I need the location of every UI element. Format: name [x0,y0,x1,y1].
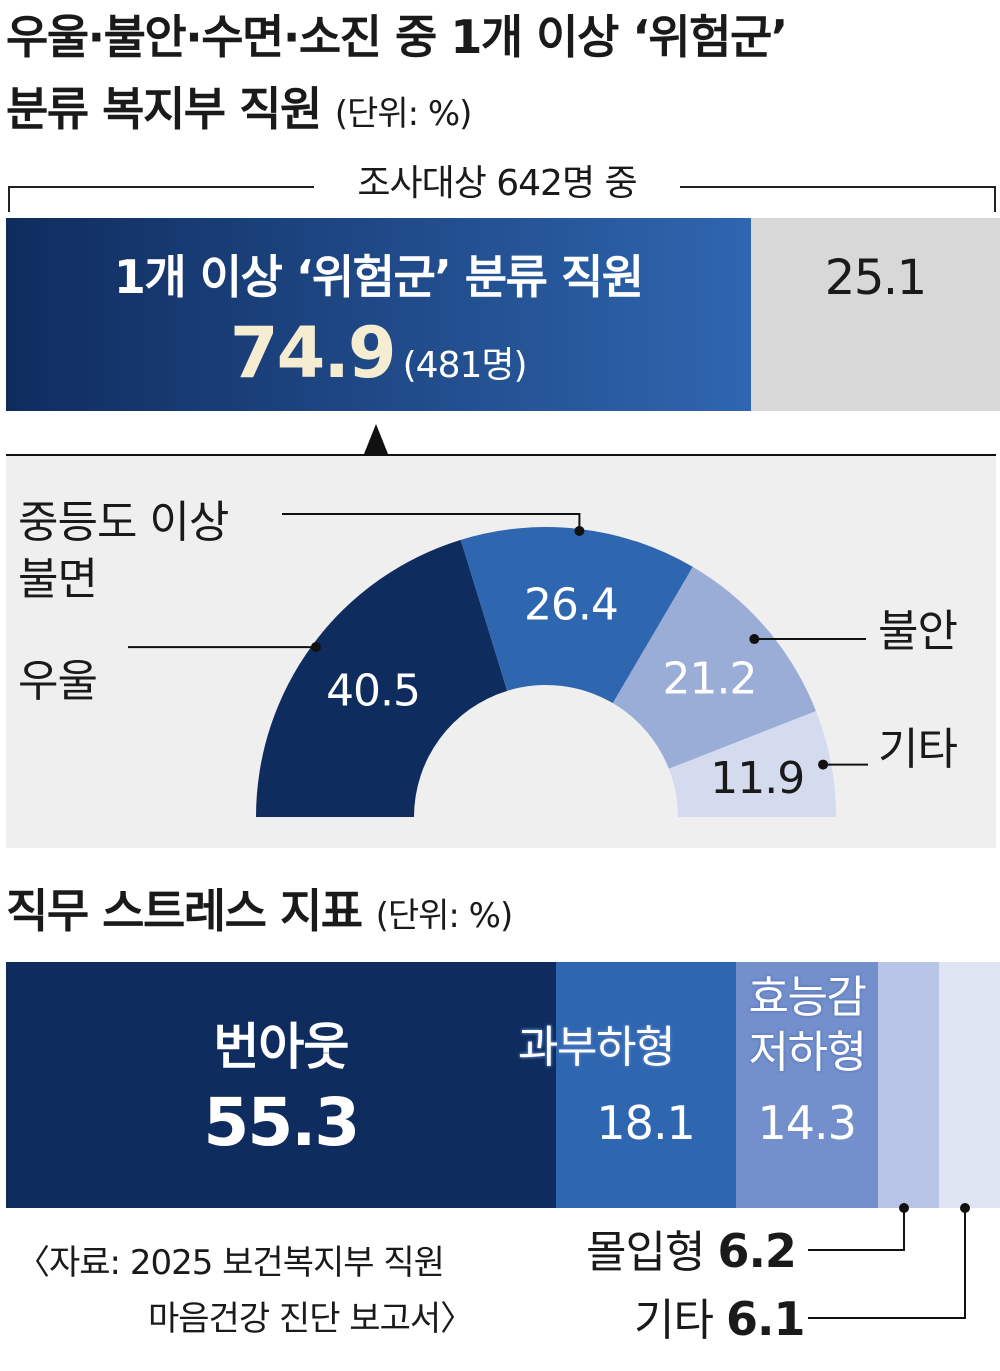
unit-label-1: (단위: %) [334,94,473,134]
segment-other-2 [939,962,1000,1208]
stress-title: 직무 스트레스 지표 (단위: %) [6,888,514,936]
segment-immersion [877,962,940,1208]
pointer-triangle [364,424,388,454]
label-insomnia-line2: 불면 [18,554,98,606]
efficacy-label-line2: 저하형 [748,1027,867,1078]
overload-label: 과부하형 [518,1022,675,1073]
main-title-line1: 우울·불안·수면·소진 중 1개 이상 ‘위험군’ [6,10,788,64]
risk-group-value-row: 74.9 (481명) [6,318,751,388]
other-2-row: 기타 6.1 [634,1295,805,1346]
unit-label-2: (단위: %) [375,896,514,936]
burnout-value: 55.3 [203,1084,360,1161]
label-insomnia-line1: 중등도 이상 [18,497,229,548]
segment-burnout [6,962,557,1208]
main-title-line2: 분류 복지부 직원 (단위: %) [6,86,473,134]
risk-group-segment: 1개 이상 ‘위험군’ 분류 직원 74.9 (481명) [6,218,751,411]
overload-value: 18.1 [596,1096,695,1150]
risk-group-label: 1개 이상 ‘위험군’ 분류 직원 [113,250,644,304]
divider-line [6,454,996,457]
immersion-row: 몰입형 6.2 [586,1227,797,1278]
label-anxiety: 불안 [878,606,958,657]
risk-group-value: 74.9 [229,312,397,394]
source-line2: 마음건강 진단 보고서〉 [148,1299,474,1339]
main-title-line2-text: 분류 복지부 직원 [6,82,322,136]
label-insomnia: 중등도 이상 불면 [18,494,229,608]
stress-title-text: 직무 스트레스 지표 [6,884,363,938]
immersion-label: 몰입형 [586,1227,705,1278]
segment-efficacy [735,962,879,1208]
other-2-callout [808,1208,966,1319]
efficacy-value: 14.3 [757,1096,856,1150]
source-line1: 〈자료: 2025 보건복지부 직원 [16,1243,445,1283]
stress-bar [6,962,1000,1208]
other-2-value: 6.1 [725,1292,805,1346]
label-depression: 우울 [18,656,98,707]
risk-group-bar: 1개 이상 ‘위험군’ 분류 직원 74.9 (481명) 25.1 [6,218,1000,411]
segment-overload [555,962,737,1208]
immersion-callout [808,1208,905,1251]
non-risk-value: 25.1 [824,250,927,306]
risk-group-count: (481명) [402,345,528,386]
survey-note: 조사대상 642명 중 [357,163,637,204]
immersion-value: 6.2 [717,1224,796,1278]
efficacy-label-line1: 효능감 [748,972,867,1023]
burnout-label: 번아웃 [213,1018,349,1076]
label-other-1: 기타 [878,724,958,775]
other-2-label: 기타 [634,1295,714,1346]
non-risk-segment: 25.1 [750,218,1000,411]
efficacy-label: 효능감 저하형 [732,970,882,1080]
